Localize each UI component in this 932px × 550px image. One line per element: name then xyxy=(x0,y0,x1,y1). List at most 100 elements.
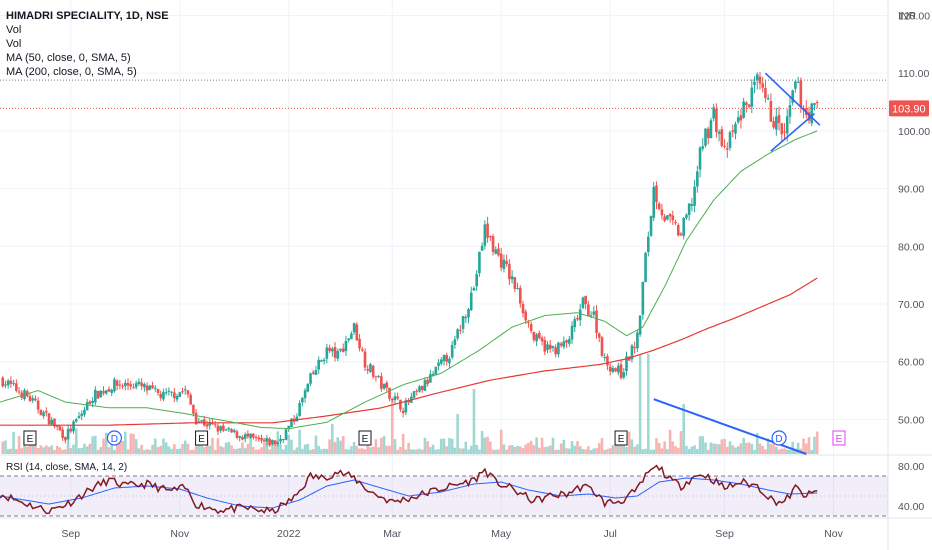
volume-bar xyxy=(265,442,269,454)
candle-body xyxy=(720,129,724,146)
event-markers[interactable]: E E E E ED D xyxy=(23,430,846,446)
volume-bar xyxy=(810,449,814,454)
price-axis[interactable]: 120.00 110.00 100.00 90.00 80.00 70.00 60.00 50… xyxy=(898,11,930,513)
candle-body xyxy=(674,222,677,224)
legend-vol-1[interactable]: Vol xyxy=(6,24,22,36)
candle-body xyxy=(679,233,683,236)
candle-body xyxy=(772,121,775,128)
volume-bar xyxy=(638,354,642,454)
volume-bar xyxy=(363,449,367,454)
candle-body xyxy=(77,416,81,418)
dividend-marker-label: D xyxy=(111,434,118,445)
volume-bar xyxy=(252,446,255,454)
candle-body xyxy=(527,322,530,324)
candle-body xyxy=(660,209,664,216)
candle-body xyxy=(50,419,54,425)
volume-bar xyxy=(404,449,408,454)
candle-body xyxy=(55,425,59,427)
candle-body xyxy=(747,104,751,107)
rsi-band-fill xyxy=(0,476,888,516)
volume-bar xyxy=(20,448,24,454)
legend-vol-2[interactable]: Vol xyxy=(6,38,22,50)
candle-body xyxy=(516,288,519,290)
volume-bar xyxy=(6,449,10,454)
candle-body xyxy=(74,419,78,422)
candle-body xyxy=(611,367,615,372)
candle-body xyxy=(437,362,440,367)
candle-body xyxy=(788,105,792,117)
candle-body xyxy=(559,343,563,346)
volume-bar xyxy=(600,437,604,454)
trendlines[interactable] xyxy=(653,72,821,455)
volume-bar xyxy=(595,448,598,454)
volume-bar xyxy=(516,445,519,454)
volume-bar xyxy=(565,448,568,454)
volume-bar xyxy=(4,440,7,454)
volume-bar xyxy=(429,447,432,454)
symbol-title[interactable]: HIMADRI SPECIALITY, 1D, NSE xyxy=(6,10,169,22)
candle-body xyxy=(360,349,364,351)
candle-body xyxy=(94,389,97,403)
candle-body xyxy=(216,425,220,432)
volume-bar xyxy=(614,444,617,454)
volume-bar xyxy=(230,445,233,454)
volume-bar xyxy=(328,439,331,454)
volume-bar xyxy=(175,448,179,454)
last-price-badge: 103.90 xyxy=(889,100,929,117)
candle-body xyxy=(426,379,429,385)
volume-bar xyxy=(649,449,653,454)
candle-body xyxy=(140,382,143,387)
time-axis[interactable]: Sep Nov 2022 Mar May Jul Sep Nov xyxy=(61,528,843,540)
volume-bar xyxy=(249,433,252,454)
legend-ma50[interactable]: MA (50, close, 0, SMA, 5) xyxy=(6,52,131,64)
volume-bar xyxy=(352,442,356,454)
legend-ma200[interactable]: MA (200, close, 0, SMA, 5) xyxy=(6,66,137,78)
volume-bar xyxy=(761,445,764,454)
candle-body xyxy=(467,309,470,318)
candle-body xyxy=(107,388,111,392)
volume-bar xyxy=(734,447,737,454)
candle-body xyxy=(363,351,367,368)
candle-body xyxy=(167,390,171,392)
candle-body xyxy=(584,295,587,305)
candle-body xyxy=(568,339,571,344)
candle-body xyxy=(83,409,86,415)
candle-body xyxy=(532,331,536,341)
candle-body xyxy=(505,261,508,264)
candle-body xyxy=(85,402,89,411)
candle-body xyxy=(766,98,770,100)
candle-body xyxy=(649,216,653,236)
candle-body xyxy=(344,340,348,351)
volume-bar xyxy=(717,444,721,454)
volume-bar xyxy=(731,445,735,454)
volume-bar xyxy=(58,447,62,454)
volume-bar xyxy=(331,424,334,454)
candle-body xyxy=(260,438,263,441)
dividend-marker-label: D xyxy=(775,434,782,445)
volume-bar xyxy=(445,446,449,454)
candle-body xyxy=(222,425,225,431)
candle-body xyxy=(676,225,680,236)
volume-bar xyxy=(28,440,32,454)
rsi-legend[interactable]: RSI (14, close, SMA, 14, 2) xyxy=(6,462,128,473)
candle-body xyxy=(510,276,514,280)
candle-body xyxy=(287,425,291,429)
candle-body xyxy=(480,245,484,251)
candle-body xyxy=(15,383,18,391)
volume-bar xyxy=(758,443,762,454)
candle-body xyxy=(102,390,105,394)
volume-bar xyxy=(543,447,547,454)
candle-body xyxy=(341,348,345,353)
volume-bar xyxy=(113,449,116,454)
volume-bar xyxy=(39,445,43,454)
candle-body xyxy=(518,287,522,304)
volume-bar xyxy=(636,444,639,454)
volume-bar xyxy=(227,441,231,454)
volume-bar xyxy=(216,438,220,454)
volume-bar xyxy=(162,438,165,454)
candle-body xyxy=(232,430,236,433)
candle-body xyxy=(224,429,228,431)
dividend-marker xyxy=(106,430,123,446)
